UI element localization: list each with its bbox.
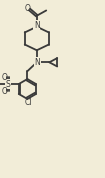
Text: O: O [2, 72, 8, 82]
Text: N: N [34, 21, 40, 30]
Text: O: O [2, 87, 8, 96]
Text: Cl: Cl [25, 98, 32, 107]
Text: O: O [25, 4, 31, 13]
Text: N: N [34, 58, 40, 67]
Text: S: S [6, 80, 11, 88]
